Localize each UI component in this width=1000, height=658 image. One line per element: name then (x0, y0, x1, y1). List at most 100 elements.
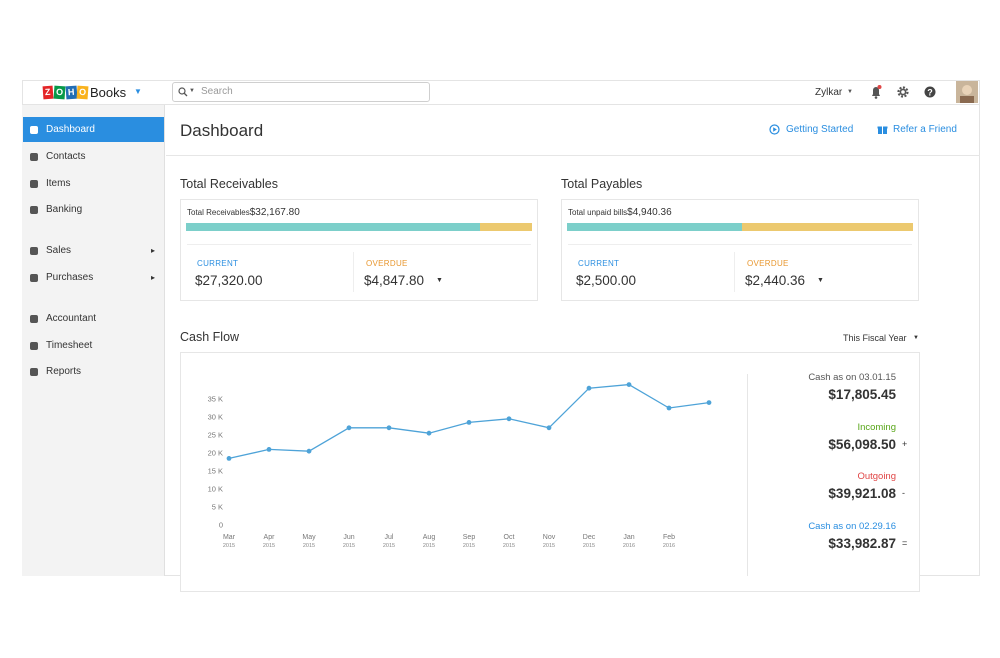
summary-label: Outgoing (857, 471, 896, 482)
search-placeholder: Search (201, 86, 233, 97)
y-tick-label: 5 K (212, 503, 223, 512)
cash-flow-panel (180, 352, 920, 592)
search-box[interactable] (172, 82, 430, 102)
current-amount: $2,500.00 (576, 273, 637, 288)
nav-icon (30, 368, 38, 377)
summary-value: $56,098.50 (828, 436, 896, 452)
x-tick-label: Mar (223, 534, 236, 541)
summary-value: $33,982.87 (828, 535, 896, 551)
data-point (386, 425, 392, 431)
cash-flow-title: Cash Flow (180, 330, 240, 344)
y-tick-label: 25 K (208, 431, 223, 440)
nav-active-bg[interactable] (23, 117, 164, 142)
refer-friend-link[interactable]: Refer a Friend (893, 124, 957, 135)
overdue-amount: $2,440.36 (745, 273, 806, 288)
x-tick-label: Jun (343, 534, 354, 541)
data-point (266, 447, 272, 452)
x-tick-sublabel: 2015 (223, 543, 235, 549)
user-avatar[interactable] (956, 81, 978, 103)
data-point (346, 425, 352, 431)
page-title: Dashboard (180, 121, 264, 140)
nav-item[interactable]: Banking (46, 204, 83, 216)
nav-arrow: ▸ (151, 273, 156, 282)
x-tick-label: Aug (423, 534, 436, 541)
bar-overdue (479, 223, 532, 231)
x-tick-label: Jan (623, 534, 634, 541)
x-tick-label: Nov (543, 534, 556, 541)
overdue-label: OVERDUE (366, 259, 408, 268)
overdue-caret[interactable]: ▼ (436, 277, 443, 284)
total-line: Total unpaid bills$4,940.36 (568, 207, 672, 218)
product-name[interactable]: Books (90, 85, 127, 100)
bar-overdue (742, 223, 913, 231)
data-point (666, 405, 672, 411)
total-amount: $32,167.80 (249, 207, 300, 218)
data-point (506, 416, 512, 422)
nav-item[interactable]: Contacts (46, 150, 86, 162)
nav-item[interactable]: Sales (46, 245, 72, 257)
nav-item[interactable]: Reports (46, 366, 82, 378)
current-amount: $27,320.00 (195, 273, 263, 288)
row-divider (568, 244, 912, 245)
x-tick-sublabel: 2016 (663, 543, 675, 549)
nav-item[interactable]: Items (46, 177, 71, 189)
top-bar (22, 80, 980, 105)
user-menu[interactable]: Zylkar (815, 87, 843, 98)
nav-item[interactable]: Dashboard (46, 124, 95, 135)
y-tick-label: 20 K (208, 449, 223, 458)
x-tick-sublabel: 2016 (623, 543, 635, 549)
card-title: Total Payables (561, 177, 643, 191)
settings-icon[interactable] (896, 85, 910, 99)
play-icon (769, 124, 780, 135)
nav-icon (30, 341, 38, 350)
total-label: Total unpaid bills (568, 208, 628, 217)
current-label: CURRENT (197, 259, 239, 268)
search-icon (178, 87, 188, 97)
card-title: Total Receivables (180, 177, 278, 191)
summary-operator: - (902, 488, 905, 498)
notifications-icon[interactable] (868, 84, 884, 100)
nav-item[interactable]: Accountant (46, 312, 97, 324)
total-amount: $4,940.36 (627, 207, 672, 218)
x-tick-label: Sep (463, 534, 476, 541)
data-point (426, 430, 432, 436)
help-icon[interactable]: ? (923, 85, 937, 99)
period-select[interactable]: This Fiscal Year (843, 333, 907, 343)
x-tick-sublabel: 2015 (343, 543, 355, 549)
nav-item[interactable]: Purchases (46, 272, 94, 283)
period-caret[interactable]: ▼ (913, 335, 919, 341)
getting-started-link[interactable]: Getting Started (786, 124, 854, 135)
sidebar (22, 105, 165, 576)
y-tick-label: 30 K (208, 413, 223, 422)
overdue-amount: $4,847.80 (364, 273, 425, 288)
x-tick-label: Feb (663, 534, 675, 541)
nav-icon (30, 247, 38, 256)
nav-icon (30, 314, 38, 323)
summary-label: Cash as on 02.29.16 (808, 520, 896, 532)
data-point (466, 420, 472, 425)
x-tick-sublabel: 2015 (303, 543, 315, 549)
x-tick-label: Oct (504, 534, 515, 541)
col-divider (734, 252, 735, 292)
data-point (306, 448, 312, 454)
row-divider (187, 244, 531, 245)
x-tick-label: May (302, 534, 316, 541)
overdue-caret[interactable]: ▼ (817, 277, 824, 284)
card-panel (561, 199, 919, 301)
summary-value: $39,921.08 (828, 486, 896, 501)
header-divider (166, 155, 980, 156)
card-panel (180, 199, 538, 301)
product-caret[interactable]: ▼ (134, 87, 142, 96)
data-point (706, 400, 712, 405)
svg-text:?: ? (927, 88, 933, 98)
total-label: Total Receivables (187, 208, 250, 217)
nav-icon (30, 206, 38, 215)
x-tick-label: Apr (264, 534, 276, 541)
nav-item[interactable]: Timesheet (46, 339, 93, 351)
search-caret: ▼ (189, 88, 195, 94)
nav-icon (30, 179, 38, 188)
nav-arrow: ▸ (151, 246, 156, 256)
bar-current (567, 223, 743, 231)
